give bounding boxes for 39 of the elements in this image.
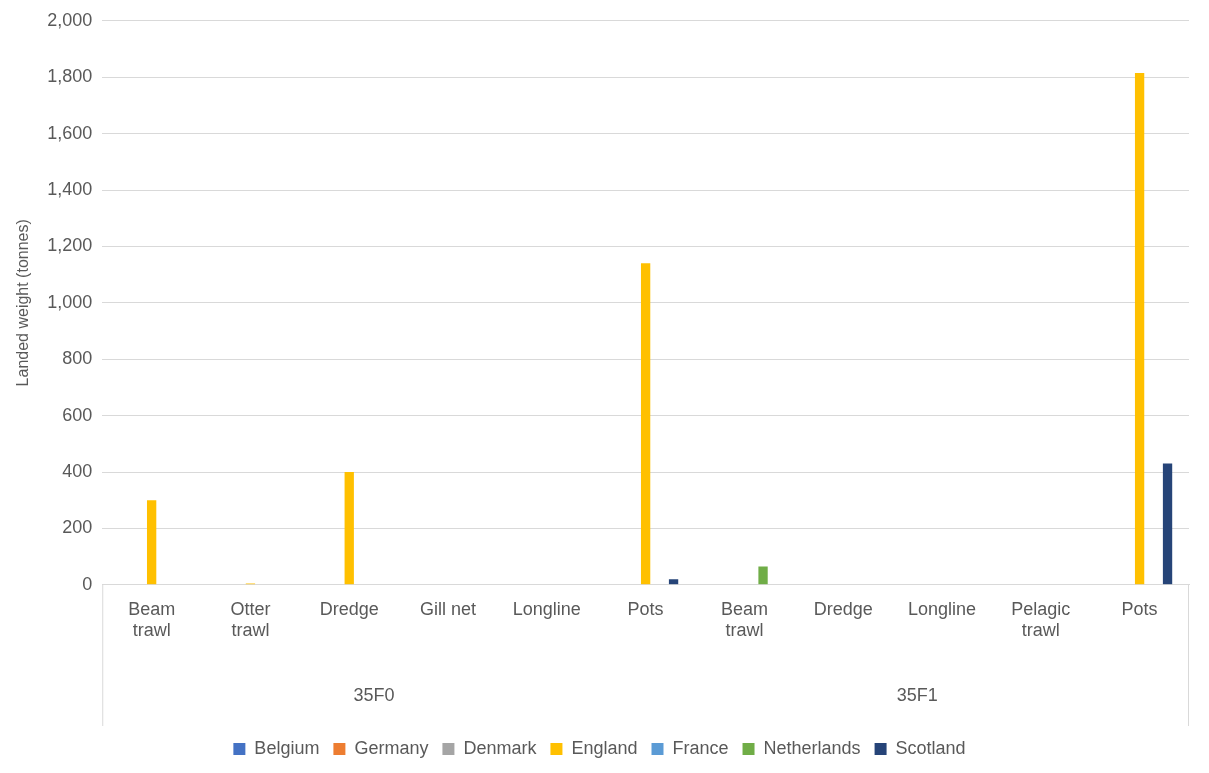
x-tick-label: Dredge xyxy=(319,598,379,619)
y-tick-label: 1,400 xyxy=(47,178,93,199)
x-tick-label: Otter trawl xyxy=(230,598,271,641)
y-tick-label: 1,200 xyxy=(47,235,93,256)
x-tick-label: Dredge xyxy=(813,598,873,619)
bar xyxy=(640,263,651,585)
x-tick-label: Longline xyxy=(512,598,581,619)
y-tick-label: 1,600 xyxy=(47,122,93,143)
y-axis-title: Landed weight (tonnes) xyxy=(14,219,32,387)
bar xyxy=(758,566,768,585)
x-tick-label: Pots xyxy=(1121,598,1158,619)
y-tick-label: 2,000 xyxy=(47,9,93,30)
legend-label: France xyxy=(672,737,729,758)
text: 35F0 xyxy=(353,684,395,705)
y-tick-label: 200 xyxy=(62,517,93,538)
y-tick-label: 400 xyxy=(62,460,93,481)
x-tick-label: Longline xyxy=(907,598,977,619)
legend-label: Germany xyxy=(354,737,429,758)
bar xyxy=(1134,72,1145,585)
y-tick-label: 1,800 xyxy=(47,66,93,87)
x-tick-label: Gill net xyxy=(420,598,477,619)
legend-label: Denmark xyxy=(463,737,538,758)
x-tick-label: Pots xyxy=(627,598,664,619)
y-tick-label: 0 xyxy=(82,573,93,594)
bar xyxy=(668,579,679,585)
legend-label: Belgium xyxy=(254,737,320,758)
x-tick-label: Beam trawl xyxy=(720,598,768,641)
bar xyxy=(344,472,354,585)
y-tick-label: 800 xyxy=(62,348,93,369)
x-tick-label: Pelagic trawl xyxy=(1011,598,1071,641)
text: 35F1 xyxy=(896,684,938,705)
y-tick-label: 600 xyxy=(62,404,93,425)
bar xyxy=(146,500,157,585)
legend-label: England xyxy=(571,737,638,758)
y-tick-label: 1,000 xyxy=(47,291,93,312)
legend-label: Scotland xyxy=(895,737,966,758)
bar xyxy=(1162,463,1173,585)
legend-label: Netherlands xyxy=(763,737,861,758)
x-tick-label: Beam trawl xyxy=(128,598,176,641)
